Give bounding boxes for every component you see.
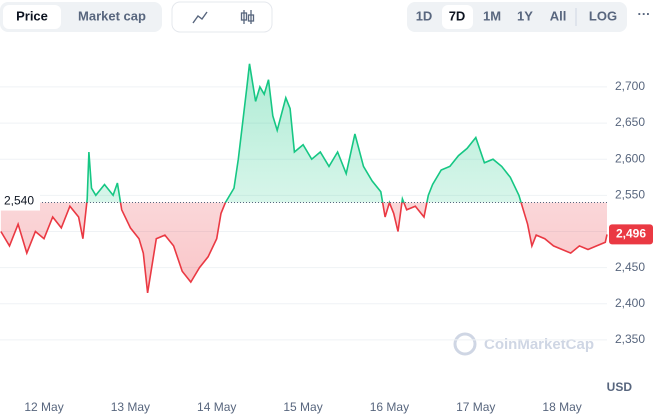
range-button[interactable]: 1D — [416, 8, 433, 23]
current-price-label: 2,496 — [616, 227, 646, 241]
currency-label: USD — [607, 380, 633, 394]
x-tick-label: 12 May — [24, 400, 63, 414]
tab[interactable]: Market cap — [78, 8, 146, 23]
current-price-badge — [609, 224, 653, 245]
y-tick-label: 2,550 — [615, 188, 645, 202]
watermark-logo — [453, 332, 477, 356]
x-tick-label: 17 May — [456, 400, 495, 414]
x-tick-label: 15 May — [283, 400, 322, 414]
more-button[interactable]: ··· — [638, 6, 651, 21]
candle-icon[interactable] — [240, 10, 255, 24]
price-line-up — [85, 63, 522, 203]
area-down — [0, 202, 607, 293]
y-tick-label: 2,350 — [615, 332, 645, 346]
range-button[interactable]: 7D — [449, 8, 466, 23]
range-button[interactable]: All — [550, 8, 567, 23]
log-button[interactable]: LOG — [589, 8, 617, 23]
x-tick-label: 18 May — [542, 400, 581, 414]
y-tick-label: 2,650 — [615, 115, 645, 129]
tab[interactable]: Price — [16, 8, 48, 23]
range-button[interactable]: 1Y — [517, 8, 533, 23]
baseline-label-bg — [0, 192, 40, 211]
line-icon[interactable] — [192, 11, 208, 24]
baseline-label: 2,540 — [4, 194, 34, 208]
x-tick-label: 14 May — [197, 400, 236, 414]
watermark: CoinMarketCap — [484, 336, 594, 353]
x-tick-label: 16 May — [370, 400, 409, 414]
chart-style-group — [171, 1, 273, 33]
y-tick-label: 2,700 — [615, 79, 645, 93]
range-active[interactable] — [442, 5, 473, 29]
area-up — [86, 63, 522, 203]
x-tick-label: 13 May — [111, 400, 150, 414]
y-tick-label: 2,600 — [615, 151, 645, 165]
range-button[interactable]: 1M — [483, 8, 501, 23]
tab-active[interactable] — [3, 5, 61, 29]
y-tick-label: 2,450 — [615, 260, 645, 274]
y-tick-label: 2,400 — [615, 296, 645, 310]
